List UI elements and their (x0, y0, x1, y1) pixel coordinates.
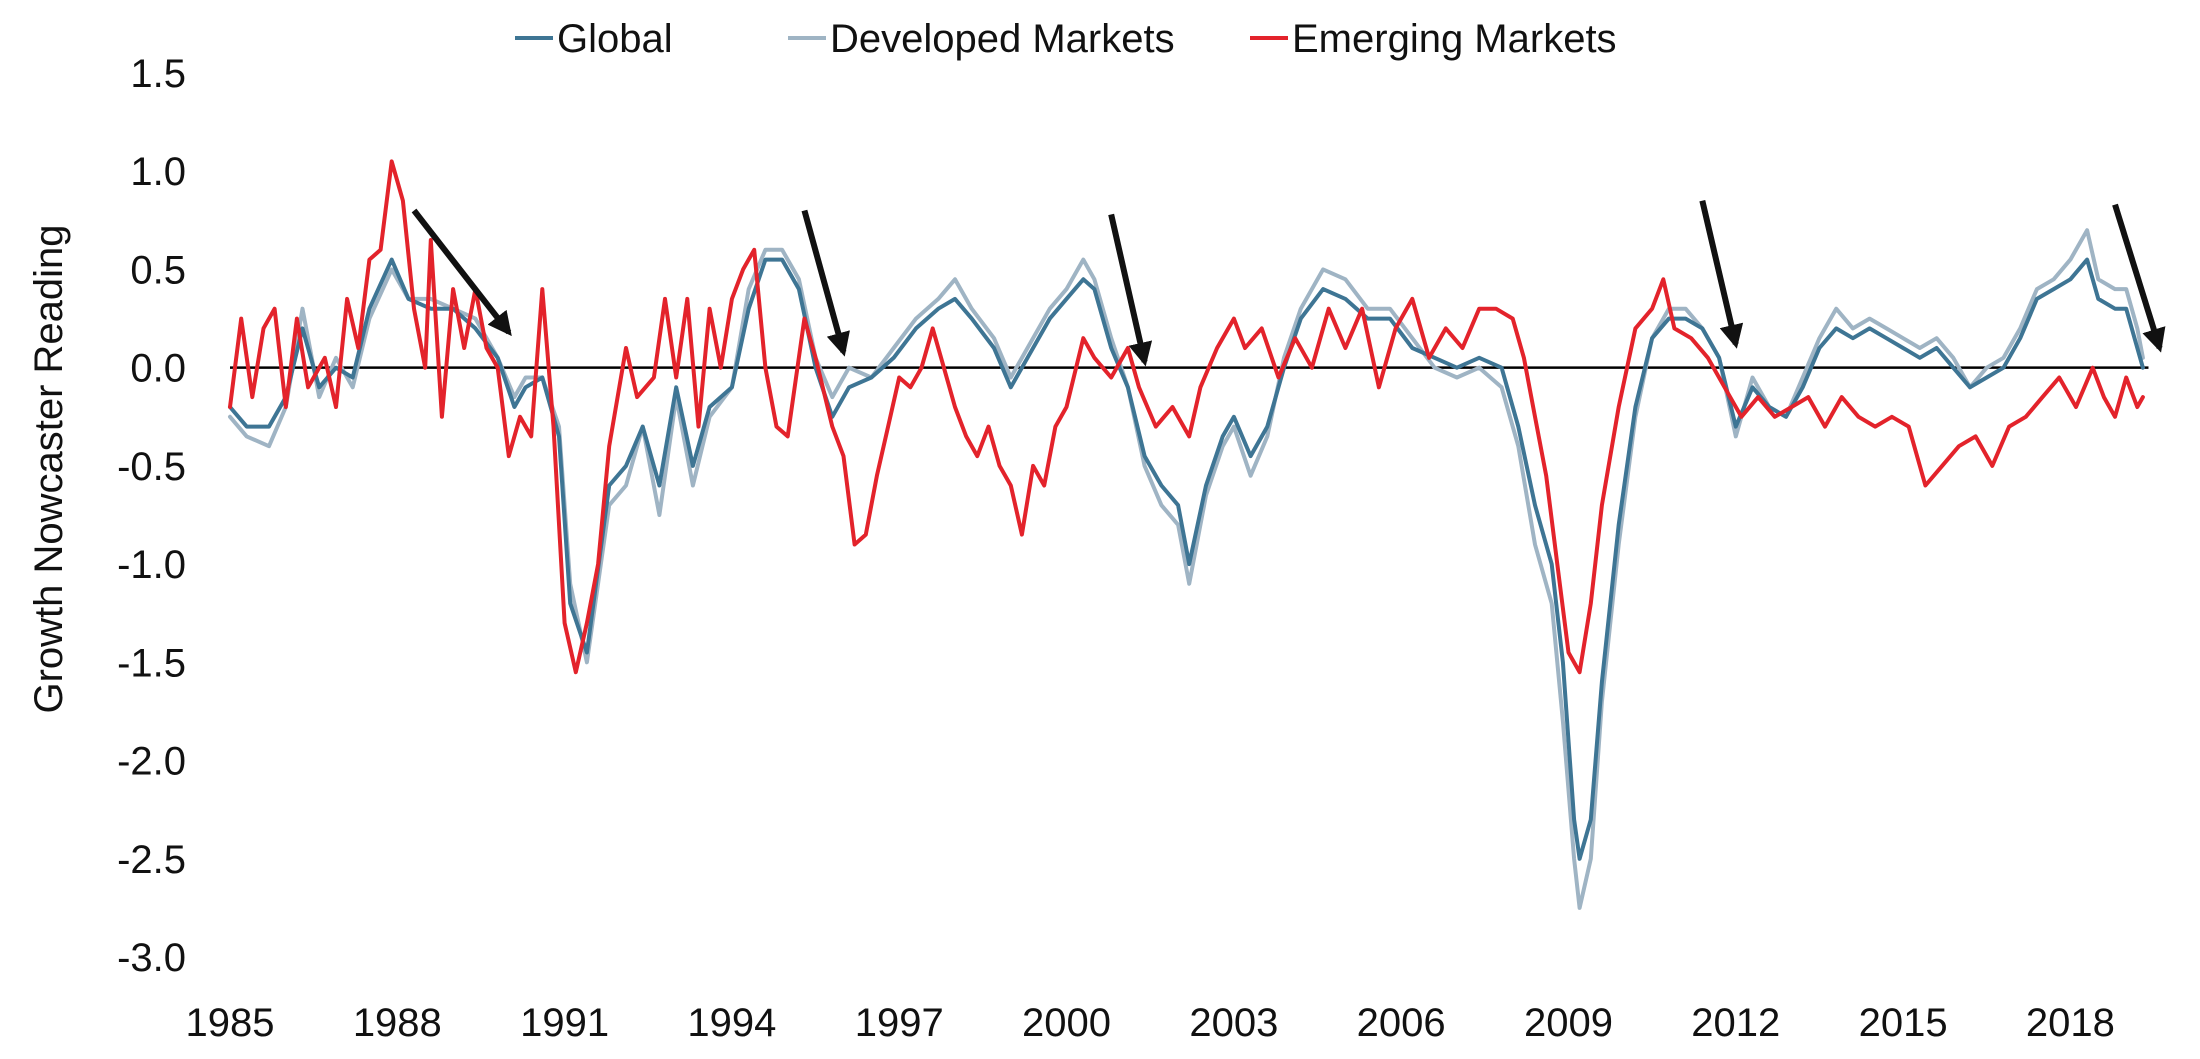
annotation-arrow (1699, 200, 1744, 349)
legend-label: Developed Markets (830, 17, 1175, 61)
x-tick-label: 1988 (353, 1001, 442, 1045)
y-axis-ticks: 1.5 1.0 0.5 0.0 -0.5 -1.0 -1.5 -2.0 -2.5 -3.0 (117, 52, 186, 980)
y-axis-label: Growth Nowcaster Reading (27, 224, 71, 713)
x-tick-label: 2018 (2026, 1001, 2115, 1045)
series-line-emerging-markets (228, 159, 2145, 675)
y-tick-label: -2.5 (117, 838, 186, 882)
x-tick-label: 2012 (1691, 1001, 1780, 1045)
x-tick-label: 2015 (1859, 1001, 1948, 1045)
y-tick-label: -2.0 (117, 740, 186, 784)
legend-label: Emerging Markets (1292, 17, 1617, 61)
series-line-developed-markets (228, 228, 2145, 910)
x-tick-label: 2000 (1022, 1001, 1111, 1045)
legend-label: Global (557, 17, 673, 61)
y-tick-label: -3.0 (117, 936, 186, 980)
y-tick-label: 0.5 (130, 248, 186, 292)
x-tick-label: 1991 (520, 1001, 609, 1045)
x-tick-label: 2006 (1357, 1001, 1446, 1045)
y-tick-label: 1.5 (130, 52, 186, 96)
annotation-arrow (2112, 203, 2166, 353)
series-layer (228, 159, 2145, 910)
x-tick-label: 1997 (855, 1001, 944, 1045)
y-tick-label: 0.0 (130, 347, 186, 391)
annotation-arrow (411, 208, 512, 337)
x-axis-ticks: 1985 1988 1991 1994 1997 2000 2003 2006 2009 2012… (186, 1001, 2115, 1045)
y-tick-label: -1.5 (117, 641, 186, 685)
annotation-arrow (1108, 213, 1153, 367)
x-tick-label: 1994 (687, 1001, 776, 1045)
annotation-arrow (801, 209, 850, 357)
x-tick-label: 2009 (1524, 1001, 1613, 1045)
annotation-arrows (411, 200, 2166, 367)
y-tick-label: -0.5 (117, 445, 186, 489)
series-line-global (228, 257, 2145, 861)
y-tick-label: 1.0 (130, 150, 186, 194)
legend: Global Developed Markets Emerging Markets (515, 17, 1617, 61)
x-tick-label: 2003 (1189, 1001, 1278, 1045)
x-tick-label: 1985 (186, 1001, 275, 1045)
y-tick-label: -1.0 (117, 543, 186, 587)
